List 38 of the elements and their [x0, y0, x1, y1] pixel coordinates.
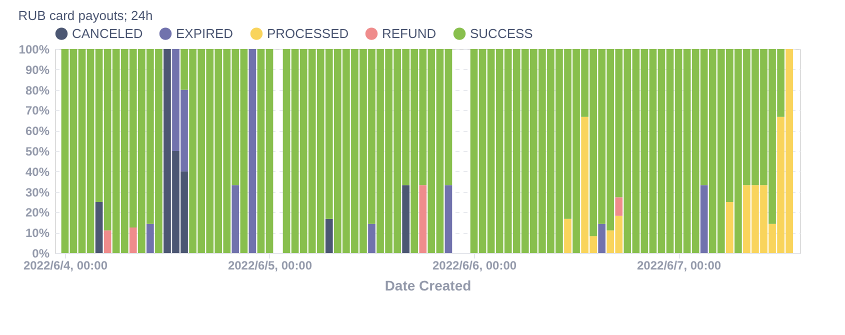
y-tick-label: 60%	[25, 124, 50, 138]
legend-label: PROCESSED	[267, 26, 349, 41]
chart-title: RUB card payouts; 24h	[18, 8, 153, 23]
y-tick-label: 100%	[18, 42, 50, 56]
x-tick-label: 2022/6/6, 00:00	[432, 258, 517, 272]
x-tick-label: 2022/6/7, 00:00	[636, 258, 722, 272]
bar	[95, 202, 103, 253]
y-tick-label: 80%	[25, 83, 50, 98]
legend-label: SUCCESS	[470, 26, 534, 41]
bar	[615, 197, 623, 216]
y-tick-label: 20%	[25, 206, 50, 220]
legend-label: REFUND	[382, 26, 436, 41]
bar	[402, 185, 410, 253]
bar	[325, 218, 333, 253]
y-tick-label: 90%	[25, 62, 50, 77]
bar	[700, 185, 708, 253]
bar	[598, 224, 606, 253]
x-tick-label: 2022/6/5, 00:00	[228, 258, 312, 272]
y-tick-label: 50%	[25, 144, 50, 158]
x-axis-title: Date Created	[384, 278, 472, 294]
y-tick-label: 30%	[25, 185, 50, 200]
bar	[129, 228, 137, 253]
y-tick-label: 10%	[25, 226, 50, 240]
bar	[146, 224, 154, 253]
bar	[419, 185, 427, 253]
legend-label: EXPIRED	[176, 26, 234, 41]
bar	[368, 224, 376, 253]
bar	[444, 185, 452, 253]
y-tick-label: 70%	[25, 104, 50, 118]
bar	[104, 230, 112, 253]
bar	[232, 185, 240, 253]
legend-label: CANCELED	[72, 26, 143, 41]
bar	[726, 202, 734, 253]
x-tick-label: 2022/6/4, 00:00	[23, 258, 108, 272]
bar	[564, 218, 572, 253]
y-tick-label: 40%	[25, 164, 50, 179]
y-tick-label: 0%	[32, 246, 50, 260]
bar	[248, 49, 256, 253]
